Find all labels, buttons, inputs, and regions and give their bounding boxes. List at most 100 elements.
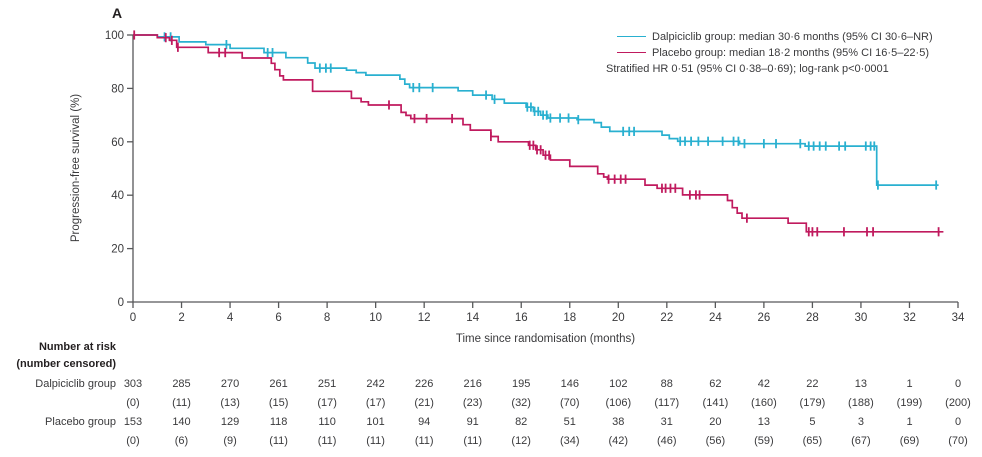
placebo-at-risk-value: 153 xyxy=(123,416,143,428)
placebo-at-risk-value: 94 xyxy=(418,416,431,428)
placebo-at-risk-value: 129 xyxy=(220,416,240,428)
dalpiciclib-at-risk-value: 146 xyxy=(560,378,579,390)
x-tick-label: 32 xyxy=(903,312,916,324)
risk-table-header: Number at risk xyxy=(38,341,116,353)
dalpiciclib-at-risk-value: 42 xyxy=(757,378,771,390)
x-axis-title: Time since randomisation (months) xyxy=(455,333,636,345)
x-tick-label: 26 xyxy=(757,312,770,324)
placebo-censored-value: (34) xyxy=(560,435,580,447)
y-tick-label: 100 xyxy=(105,30,124,42)
dalpiciclib-at-risk-value: 0 xyxy=(954,378,962,390)
panel-label: A xyxy=(112,5,123,21)
placebo-censored-value: (70) xyxy=(948,435,968,447)
legend-stratified-hr: Stratified HR 0·51 (95% CI 0·38–0·69); l… xyxy=(606,63,889,75)
placebo-censored-value: (9) xyxy=(223,435,237,447)
dalpiciclib-at-risk-value: 102 xyxy=(609,378,628,390)
dalpiciclib-at-risk-value: 216 xyxy=(463,378,482,390)
dalpiciclib-censored-value: (32) xyxy=(511,397,531,409)
y-axis-title: Progression-free survival (%) xyxy=(70,93,82,243)
placebo-at-risk-value: 82 xyxy=(515,416,528,428)
dalpiciclib-censored-value: (160) xyxy=(751,397,777,409)
placebo-at-risk-value: 3 xyxy=(857,416,864,428)
placebo-censored-value: (67) xyxy=(851,435,871,447)
x-tick-label: 28 xyxy=(806,312,819,324)
placebo-at-risk-value: 101 xyxy=(366,416,385,428)
placebo-censored-value: (59) xyxy=(754,435,774,447)
dalpiciclib-censored-value: (188) xyxy=(848,397,874,409)
dalpiciclib-censored-value: (11) xyxy=(172,397,191,409)
dalpiciclib-censored-value: (117) xyxy=(654,397,680,409)
placebo-at-risk-value: 1 xyxy=(906,416,913,428)
dalpiciclib-line-swatch xyxy=(617,35,646,37)
placebo-censored-value: (56) xyxy=(705,435,726,447)
dalpiciclib-censored-value: (15) xyxy=(268,397,289,409)
y-tick-label: 0 xyxy=(118,297,124,309)
placebo-censored-value: (46) xyxy=(657,435,677,447)
placebo-at-risk-value: 5 xyxy=(809,416,816,428)
x-tick-label: 2 xyxy=(178,312,184,324)
x-tick-label: 10 xyxy=(369,312,382,324)
legend-row-placebo: Placebo group: median 18·2 months (95% C… xyxy=(606,45,982,61)
legend-row-dalpiciclib: Dalpiciclib group: median 30·6 months (9… xyxy=(606,29,982,45)
placebo-at-risk-value: 140 xyxy=(172,416,191,428)
dalpiciclib-at-risk-value: 270 xyxy=(220,378,240,390)
dalpiciclib-curve xyxy=(133,34,939,186)
dalpiciclib-at-risk-value: 22 xyxy=(806,378,819,390)
dalpiciclib-censored-value: (23) xyxy=(462,397,483,409)
y-tick-label: 60 xyxy=(111,137,124,149)
x-tick-label: 8 xyxy=(324,312,330,324)
placebo-censored-value: (11) xyxy=(366,435,385,447)
placebo-at-risk-value: 13 xyxy=(757,416,771,428)
dalpiciclib-censored-value: (141) xyxy=(702,397,729,409)
x-tick-label: 34 xyxy=(952,312,965,324)
dalpiciclib-censored-value: (13) xyxy=(220,397,240,409)
placebo-at-risk-value: 38 xyxy=(612,416,625,428)
dalpiciclib-at-risk-value: 1 xyxy=(906,378,913,390)
y-tick-label: 20 xyxy=(111,244,124,256)
placebo-at-risk-value: 31 xyxy=(660,416,673,428)
x-tick-label: 30 xyxy=(855,312,868,324)
dalpiciclib-censored-value: (17) xyxy=(365,397,386,409)
dalpiciclib-censored-value: (17) xyxy=(317,397,337,409)
dalpiciclib-censored-value: (0) xyxy=(126,397,140,409)
dalpiciclib-at-risk-value: 285 xyxy=(172,378,191,390)
placebo-censored-value: (11) xyxy=(414,435,434,447)
placebo-at-risk-value: 118 xyxy=(269,416,288,428)
dalpiciclib-at-risk-value: 13 xyxy=(854,378,868,390)
legend-dalpiciclib-label: Dalpiciclib group: median 30·6 months (9… xyxy=(652,31,933,43)
placebo-censored-value: (11) xyxy=(269,435,288,447)
dalpiciclib-censored-value: (70) xyxy=(560,397,580,409)
x-tick-label: 16 xyxy=(515,312,528,324)
dalpiciclib-censored-value: (21) xyxy=(414,397,434,409)
placebo-censored-value: (0) xyxy=(126,435,140,447)
placebo-censored-value: (11) xyxy=(317,435,337,447)
dalpiciclib-censored-value: (199) xyxy=(896,397,923,409)
placebo-at-risk-value: 110 xyxy=(318,416,336,428)
x-tick-label: 20 xyxy=(612,312,625,324)
x-tick-label: 18 xyxy=(563,312,576,324)
placebo-censored-value: (12) xyxy=(511,435,531,447)
x-tick-label: 6 xyxy=(275,312,281,324)
placebo-line-swatch xyxy=(617,51,646,53)
dalpiciclib-censored-value: (179) xyxy=(799,397,826,409)
y-tick-label: 40 xyxy=(111,190,124,202)
placebo-at-risk-value: 51 xyxy=(563,416,576,428)
legend-placebo-label: Placebo group: median 18·2 months (95% C… xyxy=(652,47,929,59)
y-tick-label: 80 xyxy=(111,83,124,95)
dalpiciclib-at-risk-value: 261 xyxy=(269,378,288,390)
dalpiciclib-censored-value: (200) xyxy=(945,397,971,409)
placebo-censored-value: (42) xyxy=(608,435,629,447)
placebo-at-risk-value: 0 xyxy=(954,416,962,428)
risk-row-label-dalpiciclib: Dalpiciclib group xyxy=(35,378,116,390)
dalpiciclib-at-risk-value: 226 xyxy=(415,378,434,390)
dalpiciclib-at-risk-value: 242 xyxy=(366,378,385,390)
risk-table-subheader: (number censored) xyxy=(16,358,116,370)
dalpiciclib-at-risk-value: 195 xyxy=(512,378,531,390)
dalpiciclib-at-risk-value: 62 xyxy=(709,378,722,390)
dalpiciclib-censored-value: (106) xyxy=(605,397,632,409)
dalpiciclib-at-risk-value: 303 xyxy=(123,378,143,390)
placebo-censored-value: (11) xyxy=(463,435,483,447)
placebo-censored-value: (69) xyxy=(899,435,920,447)
